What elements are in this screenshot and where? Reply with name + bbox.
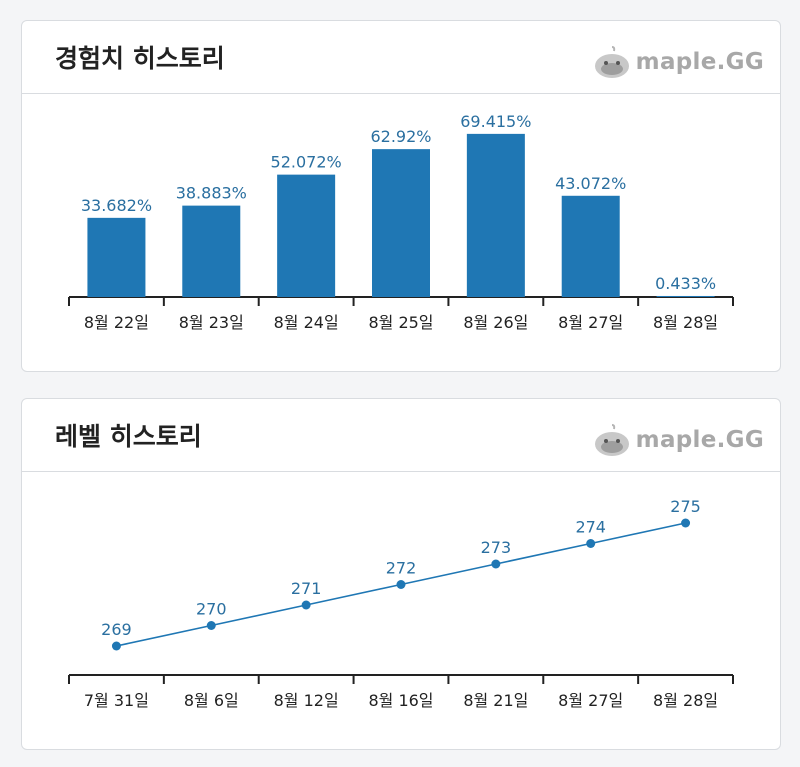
bar-x-tick-label: 8월 25일 <box>368 313 433 332</box>
level-point <box>111 641 121 651</box>
level-point-label: 269 <box>101 620 132 639</box>
exp-bar-value-label: 0.433% <box>655 274 716 293</box>
level-card-header: 레벨 히스토리 maple.GG <box>22 399 780 472</box>
level-history-card: 레벨 히스토리 maple.GG 7월 31일 8월 6일 8월 12일 8월 16일… <box>21 398 781 750</box>
slime-icon <box>594 424 629 456</box>
level-point-label: 274 <box>575 518 606 537</box>
exp-bar-chart: 8월 22일 8월 23일 8월 24일 8월 25일 8월 26일 8월 27일 8월 2… <box>68 112 734 332</box>
line-x-tick-label: 8월 27일 <box>558 691 623 710</box>
maplegg-logo: maple.GG <box>592 423 764 457</box>
exp-bar <box>87 217 146 297</box>
level-point-label: 275 <box>670 497 701 516</box>
level-point <box>206 621 216 630</box>
exp-history-card: 경험치 히스토리 maple.GG 8월 22일 8월 23일 8월 24일 8월 2… <box>21 20 781 372</box>
level-point <box>491 559 501 569</box>
level-line-chart: 7월 31일 8월 6일 8월 12일 8월 16일 8월 21일 8월 27일 8월 28… <box>68 497 734 710</box>
bar-x-tick-label: 8월 26일 <box>463 313 528 332</box>
level-point <box>681 518 691 528</box>
exp-bar <box>182 205 241 297</box>
exp-card-header: 경험치 히스토리 maple.GG <box>22 21 780 94</box>
level-point-label: 273 <box>481 538 512 557</box>
maplegg-logo: maple.GG <box>592 45 764 79</box>
line-x-tick-label: 8월 16일 <box>368 691 433 710</box>
exp-bar-value-label: 38.883% <box>176 184 247 203</box>
line-x-tick-label: 8월 12일 <box>274 691 339 710</box>
logo-text: maple.GG <box>635 427 764 453</box>
level-point-label: 272 <box>386 559 417 578</box>
exp-bar <box>656 295 715 297</box>
bar-x-tick-label: 8월 27일 <box>558 313 623 332</box>
line-x-tick-label: 8월 6일 <box>184 691 239 710</box>
bar-x-tick-label: 8월 23일 <box>179 313 244 332</box>
bar-x-tick-label: 8월 24일 <box>274 313 339 332</box>
slime-icon <box>594 46 629 78</box>
exp-bar-value-label: 33.682% <box>81 196 152 215</box>
line-x-tick-label: 7월 31일 <box>84 691 149 710</box>
bar-x-tick-label: 8월 28일 <box>653 313 718 332</box>
exp-bar-value-label: 52.072% <box>271 153 342 172</box>
line-x-tick-label: 8월 21일 <box>463 691 528 710</box>
level-point <box>396 580 406 589</box>
exp-bar-value-label: 43.072% <box>555 174 626 193</box>
exp-bar <box>277 174 336 297</box>
bar-x-tick-label: 8월 22일 <box>84 313 149 332</box>
level-point-label: 271 <box>291 579 322 598</box>
line-x-tick-label: 8월 28일 <box>653 691 718 710</box>
exp-card-title: 경험치 히스토리 <box>55 44 225 73</box>
exp-bar <box>372 149 430 297</box>
level-point-label: 270 <box>196 600 227 619</box>
level-card-title: 레벨 히스토리 <box>55 422 202 451</box>
level-point <box>301 600 311 610</box>
level-point <box>586 539 596 548</box>
logo-text: maple.GG <box>635 49 764 75</box>
exp-bar-value-label: 69.415% <box>460 112 531 131</box>
exp-bar <box>561 195 620 297</box>
exp-bar <box>466 133 525 297</box>
exp-bar-value-label: 62.92% <box>370 127 431 146</box>
